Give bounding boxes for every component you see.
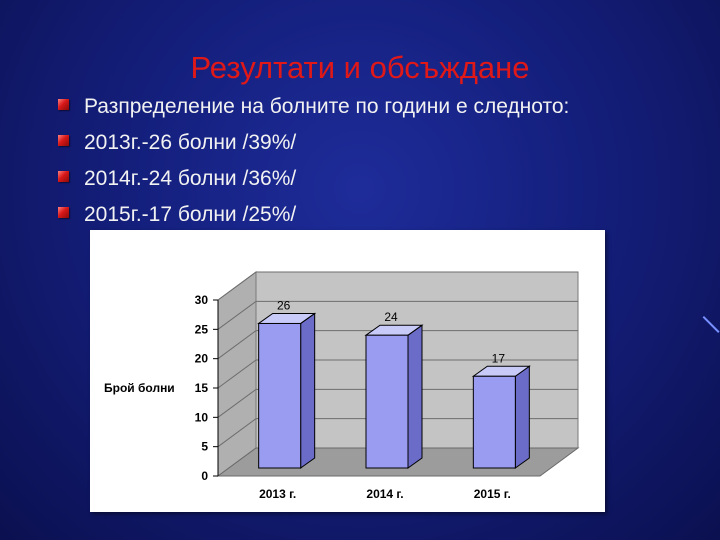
bullet-list: Разпределение на болните по години е сле… <box>56 92 569 236</box>
slide-title: Резултати и обсъждане <box>190 50 530 85</box>
bullet-text: 2014г.-24 болни /36%/ <box>84 167 297 190</box>
gridline <box>217 300 578 330</box>
bullet-text: 2013г.-26 болни /39%/ <box>84 131 297 154</box>
gridline <box>217 330 578 360</box>
bar <box>472 375 516 469</box>
bar <box>258 322 302 469</box>
bar-chart: 0 5 10 15 20 25 30 Брой болни 26 2013 г. 24 2014 г.… <box>104 271 580 501</box>
gridline <box>217 388 578 418</box>
bullet-text: 2015г.-17 болни /25%/ <box>84 203 297 226</box>
bar <box>365 334 409 469</box>
x-tick-label: 2014 г. <box>366 487 403 501</box>
bullet-item: 2015г.-17 болни /25%/ <box>56 200 569 236</box>
y-tick-label: 15 <box>195 381 209 395</box>
y-tick-label: 10 <box>195 410 209 424</box>
bullet-text: Разпределение на болните по години е сле… <box>84 95 570 118</box>
square-bullet-icon <box>58 171 69 182</box>
bar-data-label: 17 <box>492 351 506 365</box>
y-tick-label: 5 <box>201 440 208 454</box>
y-tick-label: 30 <box>195 293 209 307</box>
x-tick-label: 2013 г. <box>259 487 296 501</box>
chart-panel: 0 5 10 15 20 25 30 Брой болни 26 2013 г. 24 2014 г.… <box>90 230 605 512</box>
x-tick-label: 2015 г. <box>474 487 511 501</box>
bullet-item: 2013г.-26 болни /39%/ <box>56 128 569 164</box>
y-axis-label: Брой болни <box>104 381 175 395</box>
bar-side <box>407 324 423 469</box>
square-bullet-icon <box>58 135 69 146</box>
bar-data-label: 26 <box>277 298 291 312</box>
bullet-item: 2014г.-24 болни /36%/ <box>56 164 569 200</box>
bar-side <box>300 312 316 469</box>
gridline <box>217 271 578 301</box>
bar-side <box>514 365 530 469</box>
y-tick-label: 25 <box>195 322 209 336</box>
gridline <box>217 418 578 448</box>
bullet-item: Разпределение на болните по години е сле… <box>56 92 569 128</box>
decorative-line <box>702 316 720 333</box>
gridline <box>217 359 578 389</box>
bar-data-label: 24 <box>384 310 398 324</box>
square-bullet-icon <box>58 99 69 110</box>
y-tick-label: 20 <box>195 352 209 366</box>
y-tick-label: 0 <box>201 469 208 483</box>
square-bullet-icon <box>58 207 69 218</box>
